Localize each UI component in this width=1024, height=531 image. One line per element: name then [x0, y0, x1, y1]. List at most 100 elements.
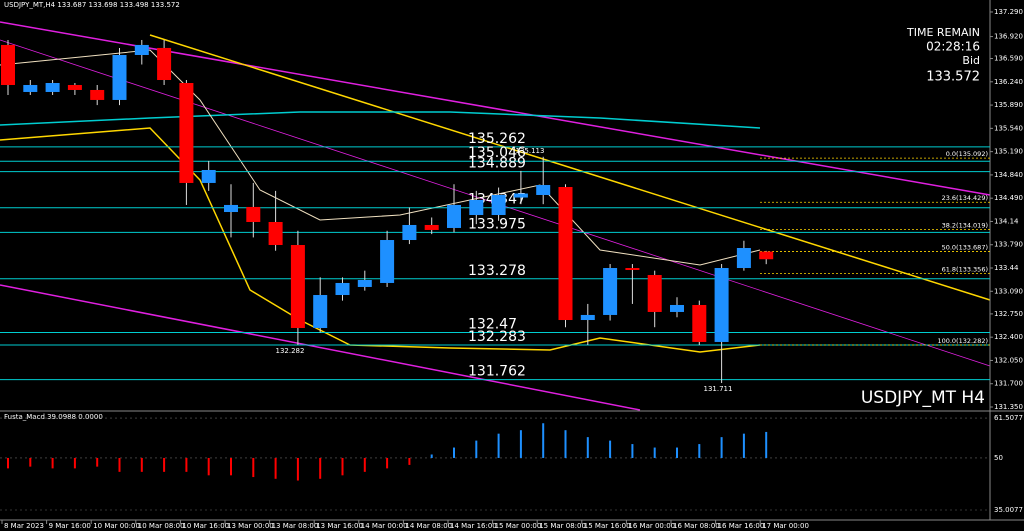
candle-body — [201, 169, 216, 183]
candle-body — [134, 44, 149, 55]
moving-average — [0, 49, 761, 266]
y-tick-label: 133.790 — [994, 241, 1023, 249]
candle-body — [469, 199, 484, 216]
histogram-bar — [497, 433, 500, 458]
candle-body — [335, 282, 350, 296]
candle-body — [157, 47, 172, 81]
y-tick-label: 135.190 — [994, 148, 1023, 156]
fib-label: 100.0(132.282) — [937, 337, 988, 345]
histogram-bar — [542, 423, 545, 458]
histogram-bar — [408, 457, 411, 465]
level-label: 134.889 — [468, 156, 526, 172]
histogram-bar — [140, 457, 143, 472]
candle-body — [625, 268, 640, 271]
histogram-bar — [319, 457, 322, 479]
candle-body — [268, 221, 283, 246]
level-label: 132.47 — [468, 317, 517, 333]
histogram-bar — [230, 457, 232, 476]
histogram-bar — [29, 457, 32, 467]
x-tick-label: 17 Mar 00:00 — [762, 522, 809, 530]
fib-label: 23.6(134.429) — [942, 194, 988, 202]
histogram-bar — [453, 447, 455, 458]
x-tick-label: 15 Mar 08:00 — [539, 522, 586, 530]
candle-body — [45, 82, 60, 92]
candle-body — [714, 268, 729, 342]
histogram-bar — [7, 457, 9, 469]
level-label: 131.762 — [468, 364, 526, 380]
histogram-bar — [274, 457, 277, 479]
x-tick-label: 15 Mar 16:00 — [584, 522, 631, 530]
candle-body — [67, 84, 82, 90]
y-tick-label: 133.090 — [994, 287, 1023, 295]
x-tick-label: 13 Mar 00:00 — [227, 522, 274, 530]
histogram-bar — [564, 430, 567, 458]
candle-body — [112, 54, 127, 100]
histogram-bar — [341, 457, 344, 476]
candle-body — [313, 295, 328, 328]
candle-body — [224, 204, 238, 213]
info-label: TIME REMAIN — [906, 26, 980, 39]
moving-average — [0, 111, 761, 129]
fib-label: 38.2(134.019) — [942, 222, 988, 230]
y-tick-label: 136.590 — [994, 55, 1023, 63]
candle-body — [1, 44, 15, 85]
candle-body — [402, 224, 417, 241]
histogram-bar — [296, 457, 299, 481]
y-tick-label: 135.540 — [994, 124, 1023, 132]
histogram-bar — [252, 457, 255, 478]
histogram-bar — [207, 457, 210, 476]
histogram-bar — [430, 454, 433, 458]
candle-body — [23, 84, 38, 92]
indicator-label: Fusta_Macd 39.0988 0.0000 — [4, 413, 103, 421]
x-tick-label: 8 Mar 2023 — [4, 522, 44, 530]
x-tick-label: 14 Mar 16:00 — [450, 522, 497, 530]
candle-body — [357, 279, 372, 287]
fib-label: 61.8(133.356) — [942, 266, 988, 274]
histogram-bar — [586, 437, 589, 458]
histogram-bar — [163, 457, 166, 472]
candle-body — [90, 89, 105, 100]
x-tick-label: 16 Mar 00:00 — [628, 522, 675, 530]
y-tick-label: 134.840 — [994, 171, 1023, 179]
candle-body — [670, 304, 684, 312]
y-tick-label: 135.890 — [994, 101, 1023, 109]
annotation: 132.282 — [276, 347, 305, 355]
x-tick-label: 16 Mar 16:00 — [718, 522, 765, 530]
y-tick-label: 50 — [994, 454, 1003, 462]
level-label: 135.046 — [468, 145, 526, 161]
candle-body — [603, 268, 618, 315]
y-tick-label: 131.350 — [994, 403, 1023, 411]
trend-line — [149, 34, 991, 301]
x-tick-label: 9 Mar 16:00 — [49, 522, 91, 530]
candle-body — [447, 204, 461, 228]
y-tick-label: 134.490 — [994, 194, 1023, 202]
annotation: 131.711 — [704, 385, 733, 393]
histogram-bar — [51, 457, 54, 469]
info-value: 133.572 — [926, 70, 980, 85]
histogram-bar — [386, 457, 389, 469]
histogram-bar — [519, 430, 522, 458]
annotation: 135.113 — [516, 147, 545, 155]
candle-body — [580, 314, 595, 321]
x-tick-label: 10 Mar 00:00 — [93, 522, 140, 530]
y-tick-label: 132.750 — [994, 310, 1023, 318]
y-tick-label: 61.5077 — [994, 414, 1023, 422]
histogram-bar — [653, 447, 656, 458]
histogram-bar — [475, 440, 478, 458]
candle-body — [179, 82, 194, 183]
histogram-bar — [676, 447, 678, 458]
y-tick-label: 137.290 — [994, 8, 1023, 16]
candle-body — [491, 194, 506, 216]
candle-body — [513, 193, 528, 198]
candle-body — [759, 251, 774, 260]
x-tick-label: 10 Mar 16:00 — [182, 522, 229, 530]
histogram-bar — [118, 457, 121, 472]
candle-body — [246, 206, 261, 222]
histogram-bar — [698, 444, 701, 458]
histogram-bar — [185, 457, 188, 472]
histogram-bar — [765, 431, 768, 458]
candle-body — [424, 224, 439, 230]
histogram-bar — [73, 457, 76, 469]
